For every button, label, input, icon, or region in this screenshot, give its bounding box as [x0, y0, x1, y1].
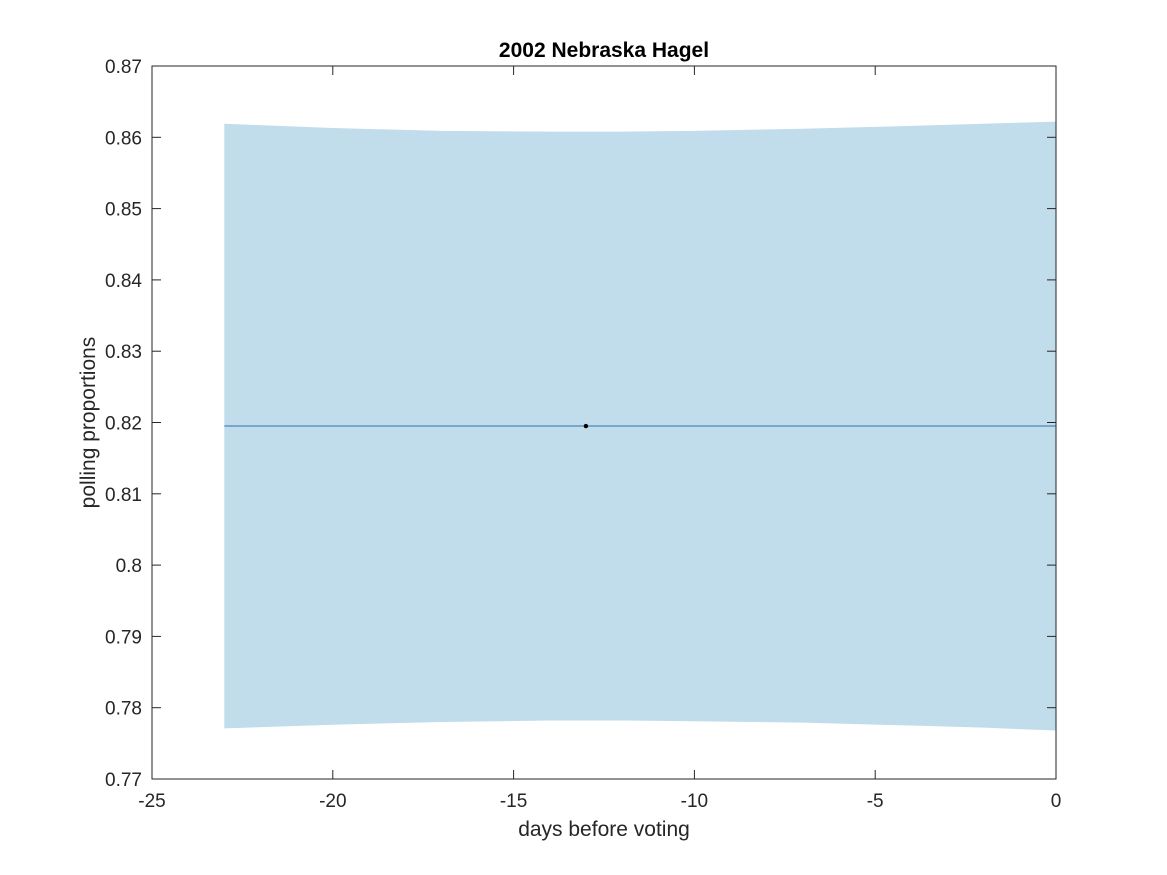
y-tick-label: 0.87: [105, 57, 142, 78]
y-tick-label: 0.82: [105, 414, 142, 435]
y-tick-label: 0.84: [105, 271, 142, 292]
x-tick-label: 0: [1051, 791, 1062, 812]
chart-title: 2002 Nebraska Hagel: [499, 39, 709, 62]
y-tick-label: 0.81: [105, 485, 142, 506]
y-tick-label: 0.77: [105, 770, 142, 791]
poll-point: [583, 423, 589, 429]
y-tick-label: 0.79: [105, 627, 142, 648]
y-tick-label: 0.83: [105, 342, 142, 363]
x-tick-label: -25: [138, 791, 165, 812]
y-axis-label: polling proportions: [77, 337, 100, 509]
ticks-layer: -25 -20 -15 -10 -5 0 0.77 0.78 0.79 0.8 0.81 0.82 0.…: [105, 57, 1061, 812]
x-axis-label: days before voting: [518, 818, 690, 841]
y-tick-label: 0.85: [105, 200, 142, 221]
x-tick-label: -5: [867, 791, 884, 812]
poll-points-layer: [583, 423, 589, 429]
y-tick-label: 0.78: [105, 699, 142, 720]
x-tick-label: -10: [681, 791, 708, 812]
y-tick-label: 0.86: [105, 128, 142, 149]
x-tick-label: -20: [319, 791, 346, 812]
x-tick-label: -15: [500, 791, 527, 812]
y-tick-label: 0.8: [116, 556, 142, 577]
